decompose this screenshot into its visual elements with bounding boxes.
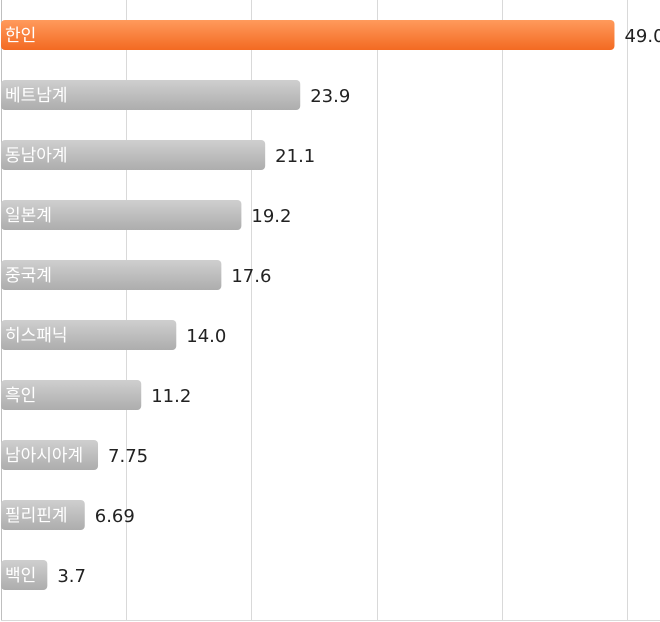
bar bbox=[1, 140, 266, 170]
bar bbox=[1, 380, 142, 410]
bar-group: 베트남계 23.9 bbox=[1, 80, 350, 110]
bars: 한인 49.0 베트남계 23.9 동남아계 21.1 일본계 19.2 중국계 17.6 히스패닉… bbox=[1, 20, 660, 590]
bar-highlight bbox=[1, 20, 615, 50]
value-label: 14.0 bbox=[186, 326, 226, 347]
bar-group: 중국계 17.6 bbox=[1, 260, 271, 290]
value-label: 11.2 bbox=[151, 386, 191, 407]
value-label: 7.75 bbox=[108, 446, 148, 467]
bar bbox=[1, 80, 301, 110]
category-label: 필리핀계 bbox=[5, 506, 68, 526]
category-label: 백인 bbox=[5, 566, 36, 586]
bar-group: 흑인 11.2 bbox=[1, 380, 191, 410]
value-label: 17.6 bbox=[231, 266, 271, 287]
category-label: 동남아계 bbox=[5, 146, 68, 166]
bar-group: 동남아계 21.1 bbox=[1, 140, 315, 170]
category-label: 남아시아계 bbox=[5, 446, 83, 466]
bar-group: 일본계 19.2 bbox=[1, 200, 291, 230]
value-label: 49.0 bbox=[624, 26, 660, 47]
bar-group: 백인 3.7 bbox=[1, 560, 86, 590]
category-label: 일본계 bbox=[5, 206, 52, 226]
value-label: 23.9 bbox=[310, 86, 350, 107]
category-label: 히스패닉 bbox=[5, 326, 68, 346]
bar bbox=[1, 200, 242, 230]
category-label: 베트남계 bbox=[5, 86, 68, 106]
bar bbox=[1, 440, 99, 470]
bar-group: 필리핀계 6.69 bbox=[1, 500, 135, 530]
bar bbox=[1, 320, 177, 350]
bar-group: 한인 49.0 bbox=[1, 20, 660, 50]
category-label: 중국계 bbox=[5, 266, 52, 286]
bar bbox=[1, 260, 222, 290]
bar bbox=[1, 500, 85, 530]
bar bbox=[1, 560, 48, 590]
category-label: 흑인 bbox=[5, 386, 36, 406]
value-label: 6.69 bbox=[95, 506, 135, 527]
value-label: 3.7 bbox=[57, 566, 86, 587]
bar-group: 남아시아계 7.75 bbox=[1, 440, 148, 470]
value-label: 19.2 bbox=[251, 206, 291, 227]
bar-group: 히스패닉 14.0 bbox=[1, 320, 226, 350]
value-label: 21.1 bbox=[275, 146, 315, 167]
category-label: 한인 bbox=[5, 26, 36, 46]
